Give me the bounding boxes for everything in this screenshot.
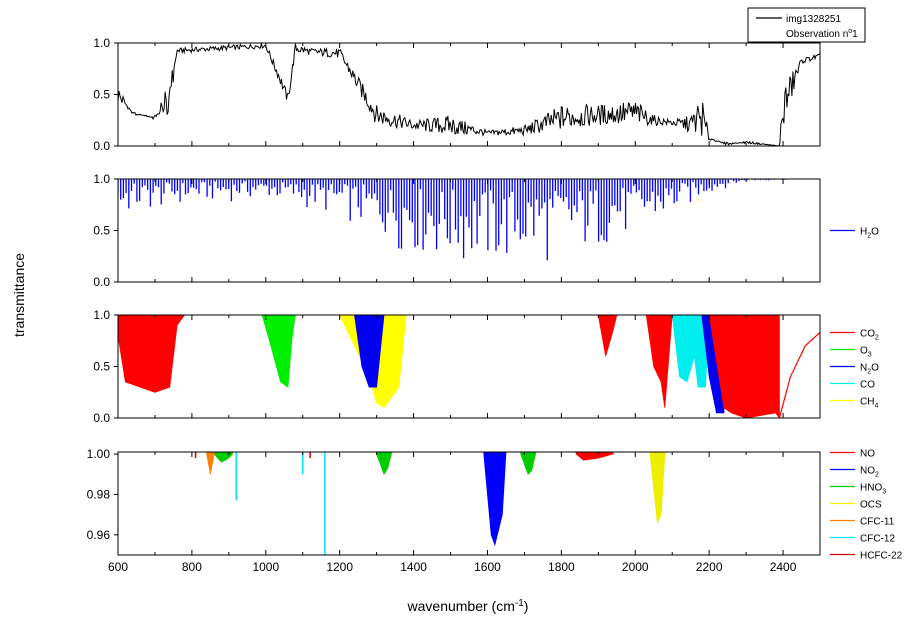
y-tick-label: 0.5	[93, 360, 110, 374]
legend-label: OCS	[860, 500, 882, 511]
legend-label: CFC-12	[860, 534, 895, 545]
band-NO2-3	[483, 452, 507, 547]
panel-1: 0.0 0.5 1.0	[93, 36, 821, 153]
panel-1-frame	[117, 42, 821, 147]
top-legend-frame	[747, 7, 866, 43]
legend-label: CO2	[860, 329, 879, 342]
x-tick-label: 800	[182, 560, 202, 574]
band-CFC-11-1	[206, 452, 215, 475]
x-axis-label: wavenumber (cm-1)	[407, 598, 529, 614]
panel-1-data	[118, 43, 820, 146]
y-tick-label: 0.96	[87, 528, 111, 542]
legend-label: H2O	[860, 227, 879, 240]
y-tick-label: 1.0	[93, 36, 110, 50]
top-legend-line2: Observation no1	[786, 28, 858, 40]
panel-3: 0.0 0.5 1.0 CO2 O3 N2O CO CH4	[93, 308, 879, 425]
series-observation	[118, 43, 820, 146]
band-HNO3-2	[376, 452, 392, 476]
y-tick-label: 1.00	[87, 447, 111, 461]
panel-4-data	[194, 452, 666, 555]
x-tick-label: 2200	[696, 560, 723, 574]
legend-item-NO2: NO2	[830, 466, 879, 479]
y-tick-label: 0.5	[93, 224, 110, 238]
legend-item-O3: O3	[830, 346, 872, 359]
legend-label: HNO3	[860, 483, 886, 496]
series-H2O	[118, 179, 816, 261]
band-N2O-3	[354, 315, 385, 388]
x-tick-label: 600	[108, 560, 128, 574]
legend-item-HNO3: HNO3	[830, 483, 886, 496]
legend-label: CH4	[860, 397, 878, 410]
band-O3-1	[261, 315, 296, 388]
legend-item-CFC-11: CFC-11	[830, 517, 895, 528]
legend-item-CH4: CH4	[830, 397, 878, 410]
x-tick-label: 2000	[622, 560, 649, 574]
band-HNO3-4	[520, 452, 536, 475]
legend-label: N2O	[860, 363, 879, 376]
line-CO2-0	[778, 332, 820, 418]
legend-item-CFC-12: CFC-12	[830, 534, 895, 545]
panel-4: 0.96 0.98 1.00 NO NO2 HNO3 OCS CFC-11 CFC-12 HCFC…	[87, 447, 903, 561]
x-tick-label: 1400	[400, 560, 427, 574]
band-CO2-4	[597, 315, 618, 357]
band-CO2-5	[645, 315, 673, 408]
band-CO2-8	[708, 315, 780, 418]
x-tick-label: 1000	[252, 560, 279, 574]
legend-item-CO: CO	[830, 380, 875, 391]
chart-panels: 0.0 0.5 1.0 0.0 0.5 1.0 H2O 0.0 0.5 1.0 CO2 O3 N2O CO…	[87, 36, 903, 574]
legend-label: CFC-11	[860, 517, 895, 528]
y-tick-label: 0.0	[93, 411, 110, 425]
y-axis-label: transmittance	[11, 253, 27, 337]
top-legend-line1: img1328251	[786, 14, 841, 25]
legend-item-OCS: OCS	[830, 500, 882, 511]
legend-item-HCFC-22: HCFC-22	[830, 551, 903, 562]
band-CO2-0	[118, 315, 185, 393]
legend-item-H2O: H2O	[830, 227, 879, 240]
y-tick-label: 1.0	[93, 172, 110, 186]
legend-label: NO	[860, 449, 875, 460]
band-OCS-6	[649, 452, 666, 525]
x-tick-label: 2400	[770, 560, 797, 574]
top-legend-box: img1328251 Observation no1	[747, 7, 866, 43]
y-tick-label: 0.0	[93, 139, 110, 153]
panel-3-data	[118, 315, 820, 418]
legend-label: NO2	[860, 466, 879, 479]
panel-2: 0.0 0.5 1.0 H2O	[93, 172, 879, 289]
legend-label: O3	[860, 346, 872, 359]
legend-item-NO: NO	[830, 449, 875, 460]
panel-4-frame	[117, 451, 821, 556]
legend-label: HCFC-22	[860, 551, 903, 562]
x-tick-label: 1200	[326, 560, 353, 574]
panel-2-data	[118, 179, 816, 261]
x-tick-label: 1600	[474, 560, 501, 574]
x-tick-label: 1800	[548, 560, 575, 574]
legend-item-CO2: CO2	[830, 329, 879, 342]
y-tick-label: 1.0	[93, 308, 110, 322]
y-tick-label: 0.98	[87, 487, 111, 501]
band-NO-5	[575, 452, 614, 461]
legend-item-N2O: N2O	[830, 363, 879, 376]
y-tick-label: 0.0	[93, 275, 110, 289]
legend-label: CO	[860, 380, 875, 391]
band-HNO3-0	[213, 452, 233, 463]
y-tick-label: 0.5	[93, 88, 110, 102]
